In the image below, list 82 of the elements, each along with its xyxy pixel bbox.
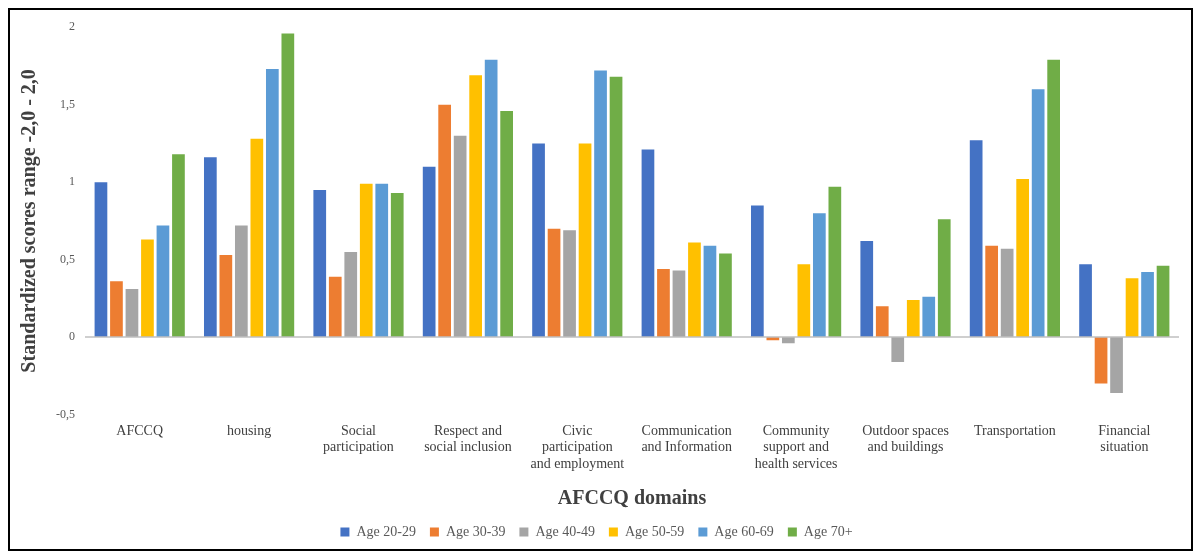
bar [751, 205, 764, 338]
bar [234, 225, 248, 338]
bar [156, 225, 170, 338]
x-tick-label: Community support and health services [754, 422, 838, 472]
bar [719, 253, 732, 338]
legend-label: Age 40-49 [535, 523, 595, 539]
bar [1079, 264, 1092, 338]
legend-label: Age 50-59 [624, 523, 685, 539]
x-tick-label: Outdoor spaces and buildings [862, 422, 949, 455]
bar [875, 306, 889, 338]
x-tick-label: Transportation [973, 422, 1056, 438]
x-tick-label: Respect and social inclusion [424, 422, 512, 455]
y-tick-label: -0,5 [56, 406, 75, 421]
bar [390, 193, 404, 338]
bar [860, 241, 874, 338]
bar [906, 299, 920, 338]
bar [1156, 265, 1170, 338]
bar [422, 166, 436, 338]
bar [891, 337, 905, 362]
bar [985, 245, 999, 338]
bar [969, 140, 983, 338]
bar [532, 143, 545, 338]
legend-label: Age 60-69 [714, 523, 774, 539]
bar [1094, 337, 1108, 384]
bar [812, 213, 826, 338]
x-tick-label: Civic participation and employment [530, 422, 625, 472]
legend-label: Age 20-29 [356, 523, 416, 539]
bar [141, 239, 154, 338]
bar [281, 33, 295, 338]
bar [250, 138, 264, 338]
bar [797, 264, 811, 338]
bar [1000, 248, 1014, 338]
bar [219, 254, 233, 338]
bar [204, 157, 217, 338]
bar [172, 154, 185, 338]
bar [313, 189, 327, 338]
y-tick-label: 2 [69, 19, 75, 34]
bar [344, 251, 358, 338]
x-tick-label: Social participation [323, 422, 394, 455]
bar [1110, 337, 1123, 393]
bar [922, 296, 936, 338]
bar [500, 110, 513, 338]
bar [469, 75, 482, 338]
bar [125, 289, 139, 338]
x-tick-label: AFCCQ [116, 422, 164, 438]
bar [578, 143, 592, 338]
x-axis-title: AFCCQ domains [557, 486, 707, 509]
bar [110, 281, 123, 338]
y-axis-title: Standardized scores range -2,0 - 2,0 [17, 69, 41, 373]
bar [1016, 179, 1029, 338]
bar [828, 186, 842, 338]
bar [94, 182, 108, 338]
legend-label: Age 70+ [803, 523, 853, 539]
bar [1125, 278, 1139, 338]
bar [657, 268, 670, 338]
y-tick-label: 1 [69, 174, 75, 189]
bar [563, 230, 576, 338]
bar [594, 70, 607, 338]
bar [641, 149, 655, 338]
bar [688, 242, 701, 338]
x-tick-label: Financial situation [1098, 422, 1151, 455]
bar [703, 245, 717, 338]
bar [265, 69, 279, 338]
x-tick-label: housing [226, 422, 272, 438]
bar [438, 104, 451, 338]
x-tick-label: Communication and Information [641, 422, 732, 455]
bar [609, 76, 623, 338]
bar [484, 59, 498, 338]
bar [453, 135, 467, 338]
bar [937, 219, 951, 338]
bar [328, 276, 342, 338]
bar [359, 183, 373, 338]
bar [1141, 272, 1154, 338]
y-tick-label: 1,5 [60, 96, 75, 111]
bar [1047, 59, 1060, 338]
bar [1031, 89, 1045, 338]
bar [375, 183, 389, 338]
bar [547, 228, 561, 338]
legend-label: Age 30-39 [445, 523, 506, 539]
y-tick-label: 0,5 [60, 251, 75, 266]
y-tick-label: 0 [69, 329, 75, 344]
bar [672, 270, 686, 338]
